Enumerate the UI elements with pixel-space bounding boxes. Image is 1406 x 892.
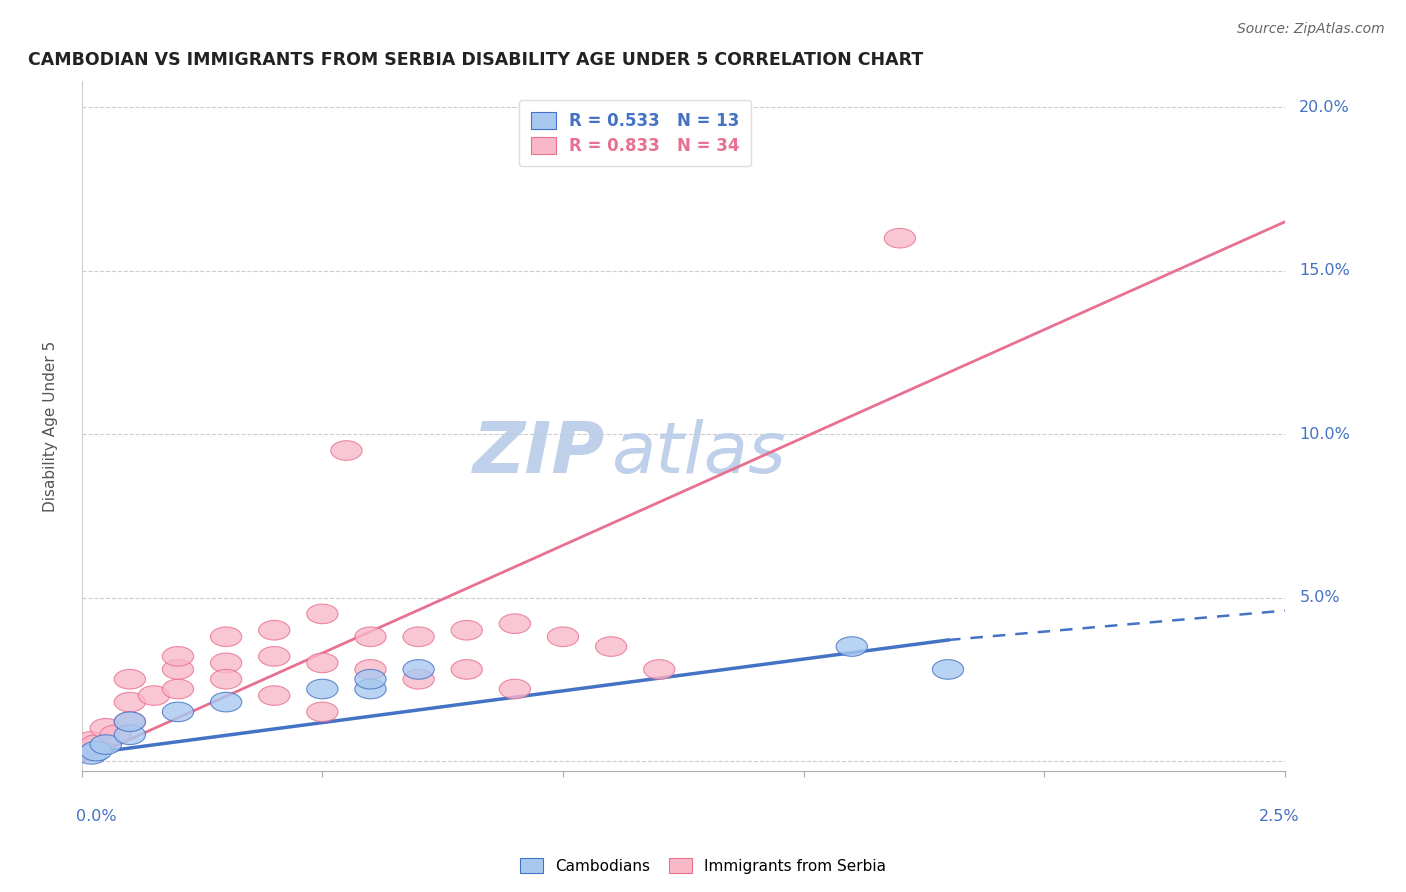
Ellipse shape <box>114 669 145 689</box>
Ellipse shape <box>330 441 363 460</box>
Ellipse shape <box>644 659 675 679</box>
Ellipse shape <box>211 653 242 673</box>
Ellipse shape <box>547 627 579 647</box>
Ellipse shape <box>162 659 194 679</box>
Text: 10.0%: 10.0% <box>1299 426 1350 442</box>
Ellipse shape <box>90 718 121 738</box>
Ellipse shape <box>354 659 387 679</box>
Legend: Cambodians, Immigrants from Serbia: Cambodians, Immigrants from Serbia <box>515 852 891 880</box>
Ellipse shape <box>100 725 131 745</box>
Ellipse shape <box>211 692 242 712</box>
Text: Source: ZipAtlas.com: Source: ZipAtlas.com <box>1237 22 1385 37</box>
Ellipse shape <box>90 735 121 755</box>
Ellipse shape <box>499 679 530 698</box>
Text: 15.0%: 15.0% <box>1299 263 1350 278</box>
Ellipse shape <box>114 712 145 731</box>
Ellipse shape <box>259 686 290 706</box>
Ellipse shape <box>307 604 337 624</box>
Ellipse shape <box>76 745 107 764</box>
Ellipse shape <box>354 627 387 647</box>
Ellipse shape <box>307 653 337 673</box>
Ellipse shape <box>837 637 868 657</box>
Text: 5.0%: 5.0% <box>1299 590 1340 605</box>
Ellipse shape <box>404 659 434 679</box>
Y-axis label: Disability Age Under 5: Disability Age Under 5 <box>44 341 58 512</box>
Ellipse shape <box>70 741 103 761</box>
Ellipse shape <box>114 692 145 712</box>
Text: CAMBODIAN VS IMMIGRANTS FROM SERBIA DISABILITY AGE UNDER 5 CORRELATION CHART: CAMBODIAN VS IMMIGRANTS FROM SERBIA DISA… <box>28 51 922 69</box>
Ellipse shape <box>404 627 434 647</box>
Text: 2.5%: 2.5% <box>1258 809 1299 823</box>
Ellipse shape <box>932 659 963 679</box>
Ellipse shape <box>162 702 194 722</box>
Ellipse shape <box>162 647 194 666</box>
Ellipse shape <box>80 741 112 761</box>
Ellipse shape <box>80 735 112 755</box>
Legend: R = 0.533   N = 13, R = 0.833   N = 34: R = 0.533 N = 13, R = 0.833 N = 34 <box>519 100 751 166</box>
Ellipse shape <box>354 669 387 689</box>
Ellipse shape <box>114 712 145 731</box>
Ellipse shape <box>307 702 337 722</box>
Text: ZIP: ZIP <box>472 419 605 488</box>
Ellipse shape <box>114 725 145 745</box>
Ellipse shape <box>307 679 337 698</box>
Text: atlas: atlas <box>612 419 786 488</box>
Ellipse shape <box>259 647 290 666</box>
Ellipse shape <box>138 686 170 706</box>
Text: 20.0%: 20.0% <box>1299 100 1350 115</box>
Ellipse shape <box>162 679 194 698</box>
Ellipse shape <box>451 621 482 640</box>
Ellipse shape <box>451 659 482 679</box>
Ellipse shape <box>596 637 627 657</box>
Ellipse shape <box>884 228 915 248</box>
Ellipse shape <box>211 669 242 689</box>
Ellipse shape <box>404 669 434 689</box>
Ellipse shape <box>76 731 107 751</box>
Ellipse shape <box>211 627 242 647</box>
Ellipse shape <box>259 621 290 640</box>
Ellipse shape <box>499 614 530 633</box>
Text: 0.0%: 0.0% <box>76 809 117 823</box>
Ellipse shape <box>354 679 387 698</box>
